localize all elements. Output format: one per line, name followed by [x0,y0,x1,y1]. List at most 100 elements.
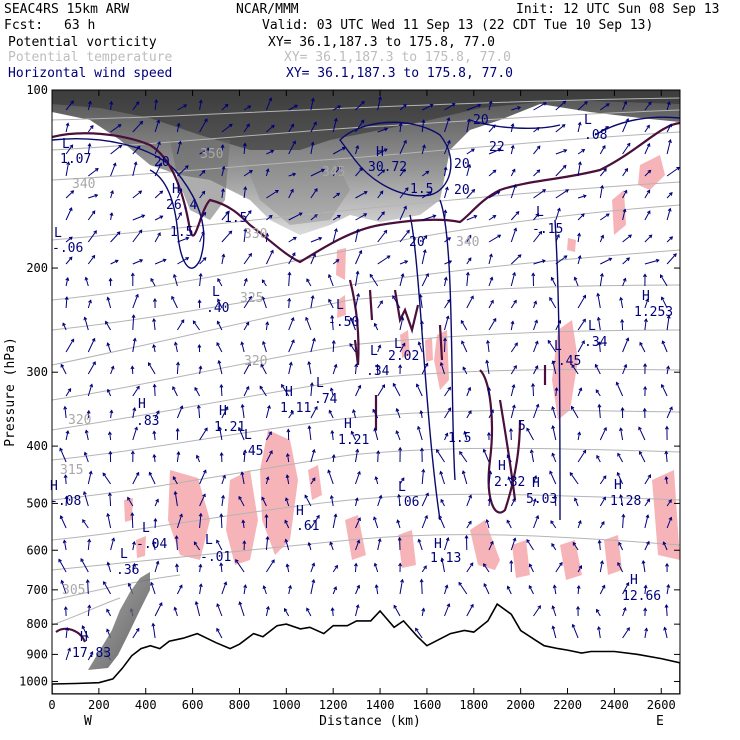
wind-vector [444,407,452,419]
wind-vector [243,170,253,177]
wind-vector-head [415,627,419,632]
wind-vector-head [284,538,289,543]
wind-vector [243,362,251,375]
wind-vector-head [91,210,96,215]
wind-vector [221,475,226,485]
wind-vector [421,492,429,507]
wind-vector-head [133,161,138,166]
wind-vector [577,520,582,529]
wind-vector-head [330,607,335,612]
wind-vector [644,143,650,155]
wind-vector-head [440,498,445,503]
wind-vector [331,430,334,441]
wind-vector-head [561,124,566,128]
wind-vector [644,101,652,111]
wind-vector-head [603,168,607,172]
wind-vector-head [444,584,449,589]
y-tick-label: 800 [26,617,48,631]
wind-vector-head [87,142,92,147]
wind-vector-head [438,515,443,519]
wind-vector-head [645,298,649,303]
wind-vector-head [576,605,581,610]
wind-vector-head [571,623,576,628]
wind-vector [60,364,67,375]
wind-vector-head [109,100,114,105]
wind-vector [597,317,601,331]
wind-vector-head [573,276,578,281]
wind-vector-head [646,498,651,503]
wind-vector [105,321,112,331]
wind-vector [288,104,298,111]
wind-vector [577,450,587,463]
wind-vector [306,278,312,287]
wind-vector-head [439,361,444,366]
wind-vector [377,345,381,353]
wind-vector-head [642,273,647,278]
wind-vector-head [401,342,406,347]
wind-vector-head [619,494,623,498]
wind-vector [600,126,609,133]
wind-vector-head [393,604,398,609]
wind-vector [577,387,582,397]
wind-vector [310,338,315,353]
wind-vector-head [639,341,643,346]
wind-vector [621,319,624,331]
wind-vector [488,300,494,309]
wind-vector-head [193,541,198,546]
wind-vector [639,451,646,463]
wind-vector-head [352,409,356,414]
wind-vector-head [562,100,567,105]
wind-vector-head [626,627,630,631]
wind-vector-head [417,538,422,543]
wind-vector-head [594,363,599,368]
wind-vector-head [597,341,602,346]
wind-vector [262,341,267,353]
extremum-29: H12.66 [622,573,661,604]
wind-vector [369,274,379,287]
wind-vector-head [395,430,400,435]
wind-vector-head [511,383,516,388]
wind-vector-head [666,101,671,106]
wind-vector-head [625,118,630,122]
wind-vector [555,387,558,397]
wind-vector [466,495,472,507]
wind-vector-head [248,295,252,300]
wind-vector [355,119,365,133]
wind-vector-head [264,513,269,518]
wind-vector-head [647,169,652,174]
wind-vector [417,426,423,441]
wind-vector [288,173,296,177]
legend-pv-name: Potential vorticity [8,35,157,50]
svg-text:.08: .08 [584,128,607,143]
wind-vector-head [487,497,492,502]
extremum-15: L.45 [240,428,263,459]
wind-vector-head [379,190,384,195]
svg-text:L: L [142,521,150,536]
wind-vector-head [596,292,601,297]
wind-vector [438,515,445,529]
wind-vector [444,167,447,177]
svg-text:H: H [50,479,58,494]
wind-vector [199,427,208,441]
wind-vector [577,213,585,221]
wind-vector-head [638,450,643,455]
forecast-hours: 63 h [64,18,95,33]
wind-labels: 20 1.5 1.5 20 20 20 20 22 1.5 1.5 5 [154,113,526,446]
wind-vector [600,257,612,265]
wind-vector [596,609,601,617]
svg-text:30.72: 30.72 [368,160,407,175]
wind-vector [132,229,143,243]
wind-vector-head [194,600,199,605]
svg-text:L: L [336,298,344,313]
wind-vector [399,579,403,595]
svg-text:1.5: 1.5 [410,182,433,197]
wind-vector [288,124,294,133]
wind-vector [421,515,428,529]
wind-vector-head [573,497,578,502]
wind-vector [555,189,569,199]
wind-vector-head [81,625,86,630]
wind-vector-head [619,296,624,301]
wind-vector [644,474,651,485]
wind-vector [644,628,648,639]
wind-vector-head [667,207,672,212]
